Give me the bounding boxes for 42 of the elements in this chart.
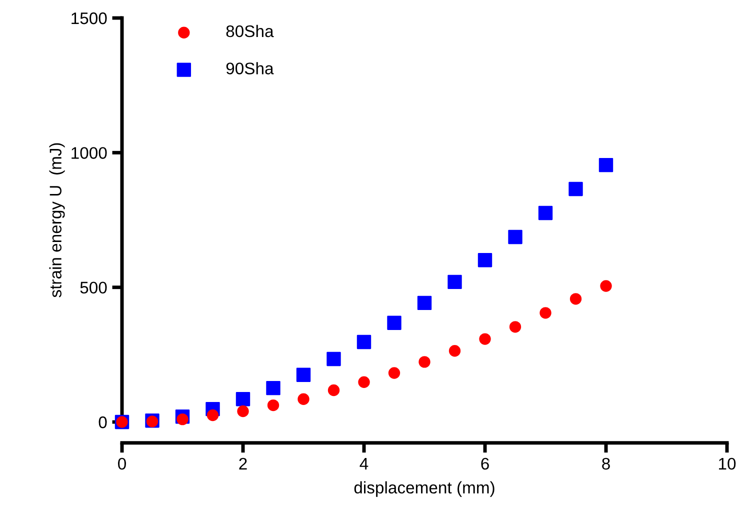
x-tick-label: 8 bbox=[602, 458, 610, 470]
x-tick-label: 10 bbox=[719, 458, 736, 470]
x-tick-label: 0 bbox=[118, 458, 126, 470]
point bbox=[388, 367, 400, 379]
y-tick-label: 1500 bbox=[72, 12, 107, 24]
point bbox=[598, 158, 614, 172]
x-axis-title: displacement (mm) bbox=[354, 481, 494, 497]
point bbox=[479, 333, 491, 345]
point bbox=[176, 413, 188, 426]
point bbox=[600, 280, 612, 292]
point bbox=[387, 316, 402, 330]
x-tick-label: 6 bbox=[481, 458, 489, 470]
point bbox=[237, 405, 249, 418]
point bbox=[356, 334, 372, 350]
y-tick-label: 1000 bbox=[72, 147, 107, 159]
point bbox=[358, 376, 370, 388]
point bbox=[418, 356, 430, 368]
point bbox=[236, 392, 250, 406]
point bbox=[509, 321, 522, 333]
x-tick-label: 4 bbox=[360, 458, 368, 470]
legend-label: 90Sha bbox=[226, 62, 274, 74]
point bbox=[267, 399, 280, 412]
point bbox=[326, 352, 341, 366]
point bbox=[266, 380, 280, 396]
point bbox=[448, 274, 462, 290]
point bbox=[568, 182, 583, 196]
y-tick-label: 0 bbox=[98, 416, 107, 428]
legend-label: 80Sha bbox=[226, 24, 274, 38]
point bbox=[570, 293, 582, 305]
y-tick-label: 500 bbox=[80, 282, 107, 294]
point bbox=[538, 206, 553, 220]
y-axis-title: strain energy U (mJ) bbox=[49, 143, 65, 298]
point bbox=[540, 307, 552, 319]
point bbox=[206, 409, 219, 422]
point bbox=[508, 230, 522, 244]
point bbox=[417, 296, 432, 310]
x-tick-label: 2 bbox=[239, 458, 247, 470]
point bbox=[296, 368, 311, 382]
point bbox=[478, 253, 492, 268]
point bbox=[328, 384, 340, 396]
point bbox=[298, 393, 310, 405]
point bbox=[448, 345, 461, 357]
